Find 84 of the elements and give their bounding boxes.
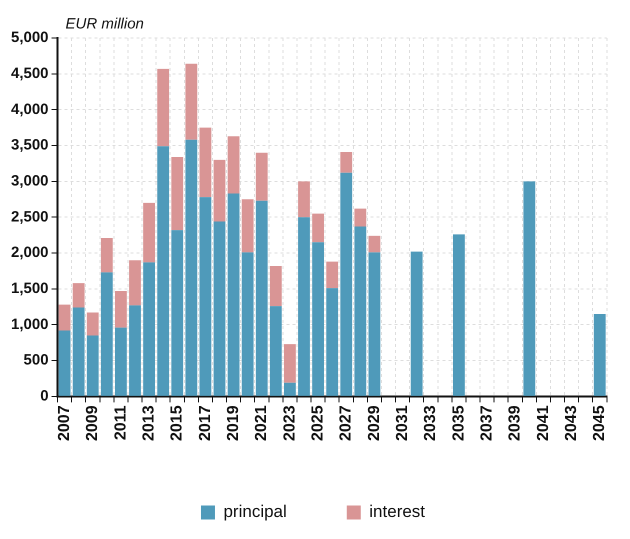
y-tick-label: 2,000 [10, 244, 49, 262]
x-tick-label: 2023 [281, 405, 298, 441]
bar [326, 288, 338, 396]
y-tick-label: 1,000 [10, 316, 49, 333]
y-tick-label: 2,500 [10, 208, 49, 226]
bar [86, 335, 99, 396]
bar [200, 197, 212, 396]
bar [129, 305, 141, 396]
x-tick-label: 2015 [168, 405, 186, 441]
bar [72, 283, 85, 308]
bar [86, 312, 99, 336]
x-tick-label: 2035 [450, 405, 468, 441]
x-tick-label: 2021 [253, 405, 270, 441]
legend-label: principal [223, 502, 287, 522]
bar [298, 217, 310, 396]
bar [594, 314, 606, 396]
bar [340, 152, 352, 173]
x-tick-label: 2045 [591, 405, 608, 441]
x-tick-label: 2007 [56, 405, 73, 441]
y-tick-label: 4,500 [10, 64, 49, 82]
bar [129, 260, 141, 306]
x-tick-label: 2025 [309, 405, 326, 441]
y-tick-label: 0 [40, 388, 49, 405]
bar [214, 160, 226, 222]
bar [453, 234, 465, 396]
bar [270, 266, 282, 306]
x-tick-label: 2013 [140, 405, 158, 441]
x-tick-label: 2011 [112, 405, 130, 440]
y-tick-label: 5,000 [10, 29, 49, 46]
bar [368, 236, 380, 252]
bar [100, 238, 113, 272]
bar [228, 194, 240, 396]
bar [242, 252, 254, 396]
bar [114, 291, 127, 328]
y-tick-label: 4,000 [10, 100, 49, 118]
bar [326, 262, 338, 288]
bar [143, 202, 155, 262]
bar [340, 172, 352, 396]
x-tick-label: 2043 [562, 405, 580, 441]
bar [270, 306, 282, 396]
x-tick-label: 2037 [478, 405, 496, 441]
bar [171, 230, 184, 396]
x-tick-label: 2009 [84, 405, 102, 441]
x-tick-label: 2031 [394, 405, 411, 441]
bar [228, 136, 240, 194]
x-tick-label: 2019 [224, 405, 242, 441]
bar [214, 222, 226, 396]
bar [58, 304, 70, 330]
y-tick-label: 500 [24, 352, 49, 369]
bar [72, 308, 85, 396]
y-tick-label: 1,500 [10, 280, 49, 298]
bar [312, 214, 324, 242]
bar [200, 128, 212, 198]
bar [185, 140, 198, 396]
x-tick-label: 2017 [196, 405, 214, 441]
bar [354, 226, 366, 396]
y-tick-label: 3,500 [10, 136, 49, 154]
x-tick-label: 2033 [422, 405, 440, 441]
legend-label: interest [369, 502, 426, 522]
bar [284, 382, 296, 396]
bar [100, 272, 113, 396]
x-tick-label: 2029 [366, 405, 383, 441]
y-axis-title: EUR million [66, 16, 144, 33]
bar [284, 344, 296, 383]
y-tick-label: 3,000 [10, 172, 49, 190]
bar [157, 146, 170, 396]
bar [256, 200, 268, 396]
bar [171, 156, 184, 230]
bar [410, 252, 423, 396]
bar [298, 181, 310, 218]
bar [523, 181, 536, 396]
x-tick-label: 2041 [534, 405, 552, 441]
bar [242, 199, 254, 252]
bar [58, 330, 70, 396]
bar [157, 68, 170, 146]
bar [312, 242, 324, 396]
bar [368, 252, 380, 396]
bar [354, 208, 366, 227]
bar [143, 262, 155, 396]
x-tick-label: 2039 [506, 405, 524, 441]
bar [256, 152, 268, 201]
x-tick-label: 2027 [338, 405, 355, 441]
bar [185, 64, 198, 140]
bar [114, 328, 127, 396]
